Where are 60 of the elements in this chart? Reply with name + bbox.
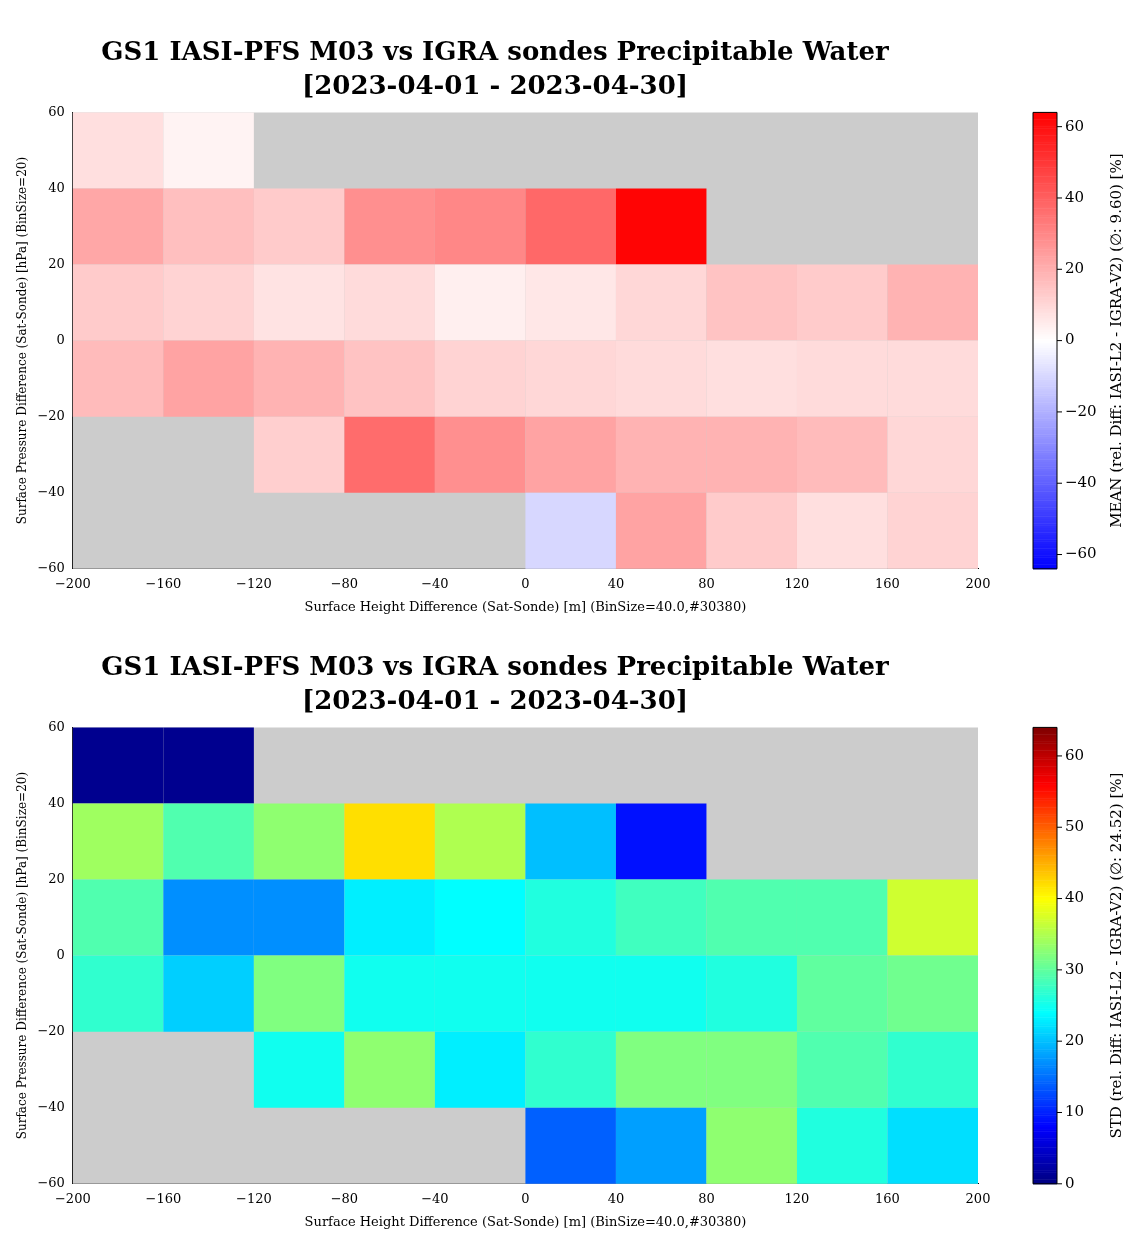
y-tick-label: −40 <box>37 1099 65 1115</box>
x-tick-label: −120 <box>236 1190 272 1206</box>
y-tick-label: −40 <box>37 484 65 500</box>
x-tick-label: 160 <box>875 1190 900 1206</box>
x-tick-label: −80 <box>330 1190 359 1206</box>
y-tick-label: 60 <box>48 718 65 734</box>
y-axis-title: Surface Pressure Difference (Sat-Sonde) [hPa] (BinSize=20) <box>15 771 30 1140</box>
color-bar-label: 50 <box>1065 817 1085 836</box>
color-bar-label: 0 <box>1065 1173 1075 1192</box>
chart-title: GS1 IASI-PFS M03 vs IGRA sondes Precipitable Water <box>101 36 890 67</box>
x-tick-label: 200 <box>965 575 991 591</box>
y-tick-label: 40 <box>48 179 65 195</box>
x-tick-label: −160 <box>145 1190 182 1206</box>
color-bar-label: −40 <box>1065 473 1097 492</box>
x-axis-title: Surface Height Difference (Sat-Sonde) [m] (BinSize=40.0,#30380) <box>304 598 747 614</box>
y-tick-label: 40 <box>48 794 65 810</box>
x-tick-label: 0 <box>521 575 530 591</box>
x-tick-label: 120 <box>784 1190 810 1206</box>
color-bar-label: 10 <box>1065 1102 1085 1121</box>
x-tick-label: 0 <box>521 1190 530 1206</box>
y-tick-label: 0 <box>56 946 65 962</box>
y-tick-label: −60 <box>37 560 65 576</box>
color-bar-label: −20 <box>1065 401 1097 420</box>
color-bar-label: 40 <box>1065 187 1085 206</box>
chart-subtitle: [2023-04-01 - 2023-04-30] <box>301 69 689 100</box>
color-bar-label: 20 <box>1065 259 1085 278</box>
x-tick-label: −160 <box>145 575 182 591</box>
y-tick-label: 60 <box>48 103 65 119</box>
color-bar-label: 0 <box>1065 330 1075 349</box>
x-tick-label: 120 <box>784 575 810 591</box>
y-tick-label: −60 <box>37 1175 65 1191</box>
chart-title: GS1 IASI-PFS M03 vs IGRA sondes Precipitable Water <box>101 651 890 682</box>
y-tick-label: −20 <box>37 1023 65 1039</box>
x-tick-label: −40 <box>421 1190 449 1206</box>
color-bar-label: 60 <box>1065 745 1085 764</box>
x-tick-label: −40 <box>421 575 449 591</box>
x-tick-label: 80 <box>698 575 715 591</box>
y-tick-label: 20 <box>48 255 65 271</box>
y-tick-label: 20 <box>48 870 65 886</box>
color-bar-label: 30 <box>1065 959 1085 978</box>
chart-subtitle: [2023-04-01 - 2023-04-30] <box>301 684 689 715</box>
x-tick-label: −200 <box>54 575 91 591</box>
x-tick-label: 200 <box>965 1190 991 1206</box>
y-tick-label: 0 <box>56 331 65 347</box>
x-tick-label: 40 <box>607 575 625 591</box>
color-bar-label: −60 <box>1065 544 1097 563</box>
x-tick-label: 160 <box>875 575 900 591</box>
color-bar-title: STD (rel. Diff: IASI-L2 - IGRA-V2) (∅: 24.52) [%] <box>1106 772 1125 1139</box>
x-tick-label: −200 <box>54 1190 91 1206</box>
x-tick-label: 40 <box>607 1190 625 1206</box>
y-axis-title: Surface Pressure Difference (Sat-Sonde) [hPa] (BinSize=20) <box>15 156 30 525</box>
color-bar-label: 60 <box>1065 116 1085 135</box>
x-axis-title: Surface Height Difference (Sat-Sonde) [m] (BinSize=40.0,#30380) <box>304 1213 747 1229</box>
x-tick-label: −120 <box>236 575 272 591</box>
color-bar-label: 40 <box>1065 888 1085 907</box>
x-tick-label: −80 <box>330 575 359 591</box>
x-tick-label: 80 <box>698 1190 715 1206</box>
color-bar-label: 20 <box>1065 1031 1085 1050</box>
y-tick-label: −20 <box>37 408 65 424</box>
color-bar-title: MEAN (rel. Diff: IASI-L2 - IGRA-V2) (∅: 9.60) [%] <box>1106 153 1125 528</box>
